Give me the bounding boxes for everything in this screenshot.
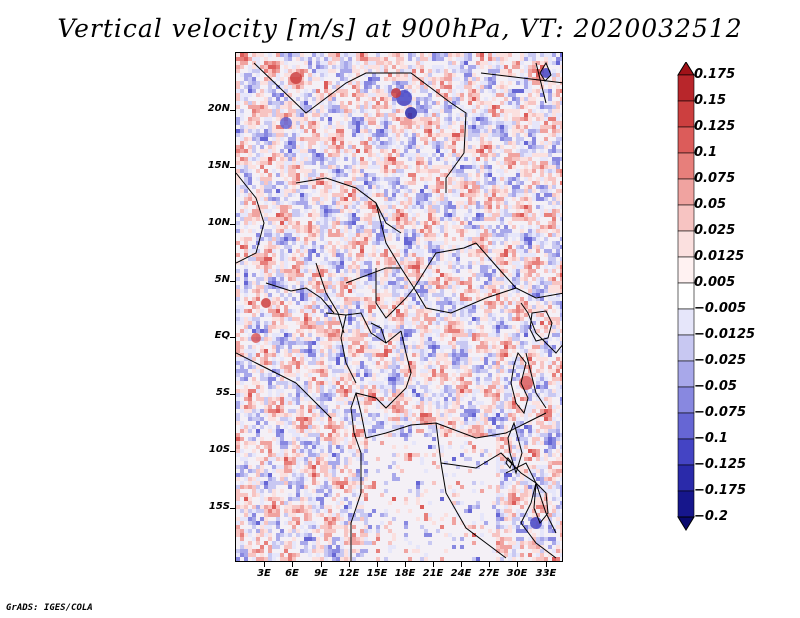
colorbar-segment xyxy=(677,230,695,258)
colorbar-label: −0.05 xyxy=(694,379,737,394)
longitude-tick xyxy=(349,562,350,567)
colorbar-label: 0.005 xyxy=(694,275,736,290)
colorbar-label: 0.1 xyxy=(694,145,718,160)
colorbar-segment xyxy=(677,438,695,466)
latitude-label: 20N xyxy=(207,103,230,114)
longitude-tick xyxy=(264,562,265,567)
latitude-tick xyxy=(230,508,235,509)
colorbar-segment xyxy=(677,74,695,102)
colorbar-label: −0.2 xyxy=(694,509,728,524)
colorbar-label: 0.075 xyxy=(694,171,736,186)
longitude-label: 15E xyxy=(366,568,388,579)
longitude-label: 6E xyxy=(285,568,299,579)
colorbar-segment xyxy=(677,282,695,310)
colorbar-segment xyxy=(677,490,695,518)
colorbar-label: −0.1 xyxy=(694,431,728,446)
longitude-label: 30E xyxy=(506,568,528,579)
latitude-label: 15N xyxy=(207,160,230,171)
longitude-tick xyxy=(517,562,518,567)
colorbar-max-arrow xyxy=(677,62,695,76)
colorbar-label: 0.025 xyxy=(694,223,736,238)
colorbar-label: 0.125 xyxy=(694,119,736,134)
longitude-tick xyxy=(461,562,462,567)
longitude-label: 12E xyxy=(338,568,360,579)
colorbar-segment xyxy=(677,412,695,440)
colorbar-segment xyxy=(677,386,695,414)
vertical-velocity-field xyxy=(236,53,562,561)
colorbar-segment xyxy=(677,178,695,206)
latitude-tick xyxy=(230,451,235,452)
colorbar-segment xyxy=(677,464,695,492)
longitude-label: 27E xyxy=(478,568,500,579)
latitude-tick xyxy=(230,167,235,168)
longitude-tick xyxy=(405,562,406,567)
longitude-tick xyxy=(546,562,547,567)
latitude-label: 5S xyxy=(215,387,230,398)
latitude-label: 10N xyxy=(207,217,230,228)
colorbar-segment xyxy=(677,308,695,336)
colorbar xyxy=(677,62,695,531)
latitude-tick xyxy=(230,337,235,338)
longitude-label: 21E xyxy=(422,568,444,579)
colorbar-segment xyxy=(677,256,695,284)
lake-outlines xyxy=(505,61,553,524)
latitude-label: EQ xyxy=(214,330,230,341)
colorbar-segment xyxy=(677,152,695,180)
colorbar-label: 0.15 xyxy=(694,93,727,108)
colorbar-segment xyxy=(677,126,695,154)
grads-credit: GrADS: IGES/COLA xyxy=(6,603,93,613)
colorbar-label: 0.05 xyxy=(694,197,727,212)
latitude-label: 10S xyxy=(208,444,230,455)
latitude-tick xyxy=(230,394,235,395)
colorbar-label: −0.125 xyxy=(694,457,747,472)
colorbar-segment xyxy=(677,100,695,128)
latitude-label: 5N xyxy=(214,274,230,285)
country-borders xyxy=(236,62,562,561)
colorbar-min-arrow xyxy=(677,516,695,531)
map-title: Vertical velocity [m/s] at 900hPa, VT: 2… xyxy=(57,14,743,43)
colorbar-label: −0.025 xyxy=(694,353,747,368)
longitude-label: 18E xyxy=(394,568,416,579)
latitude-tick xyxy=(230,110,235,111)
map-plot-area xyxy=(235,52,563,562)
colorbar-label: −0.0125 xyxy=(694,327,756,342)
longitude-label: 9E xyxy=(314,568,328,579)
velocity-shading xyxy=(236,53,562,561)
latitude-tick xyxy=(230,281,235,282)
colorbar-label: −0.175 xyxy=(694,483,747,498)
longitude-label: 33E xyxy=(535,568,557,579)
longitude-tick xyxy=(321,562,322,567)
colorbar-segment xyxy=(677,334,695,362)
colorbar-label: 0.0125 xyxy=(694,249,745,264)
longitude-label: 3E xyxy=(257,568,271,579)
colorbar-segment xyxy=(677,204,695,232)
longitude-tick xyxy=(433,562,434,567)
colorbar-label: −0.075 xyxy=(694,405,747,420)
longitude-tick xyxy=(489,562,490,567)
longitude-tick xyxy=(377,562,378,567)
colorbar-label: 0.175 xyxy=(694,67,736,82)
colorbar-segment xyxy=(677,360,695,388)
latitude-label: 15S xyxy=(208,501,230,512)
longitude-label: 24E xyxy=(450,568,472,579)
colorbar-label: −0.005 xyxy=(694,301,747,316)
latitude-tick xyxy=(230,224,235,225)
longitude-tick xyxy=(292,562,293,567)
